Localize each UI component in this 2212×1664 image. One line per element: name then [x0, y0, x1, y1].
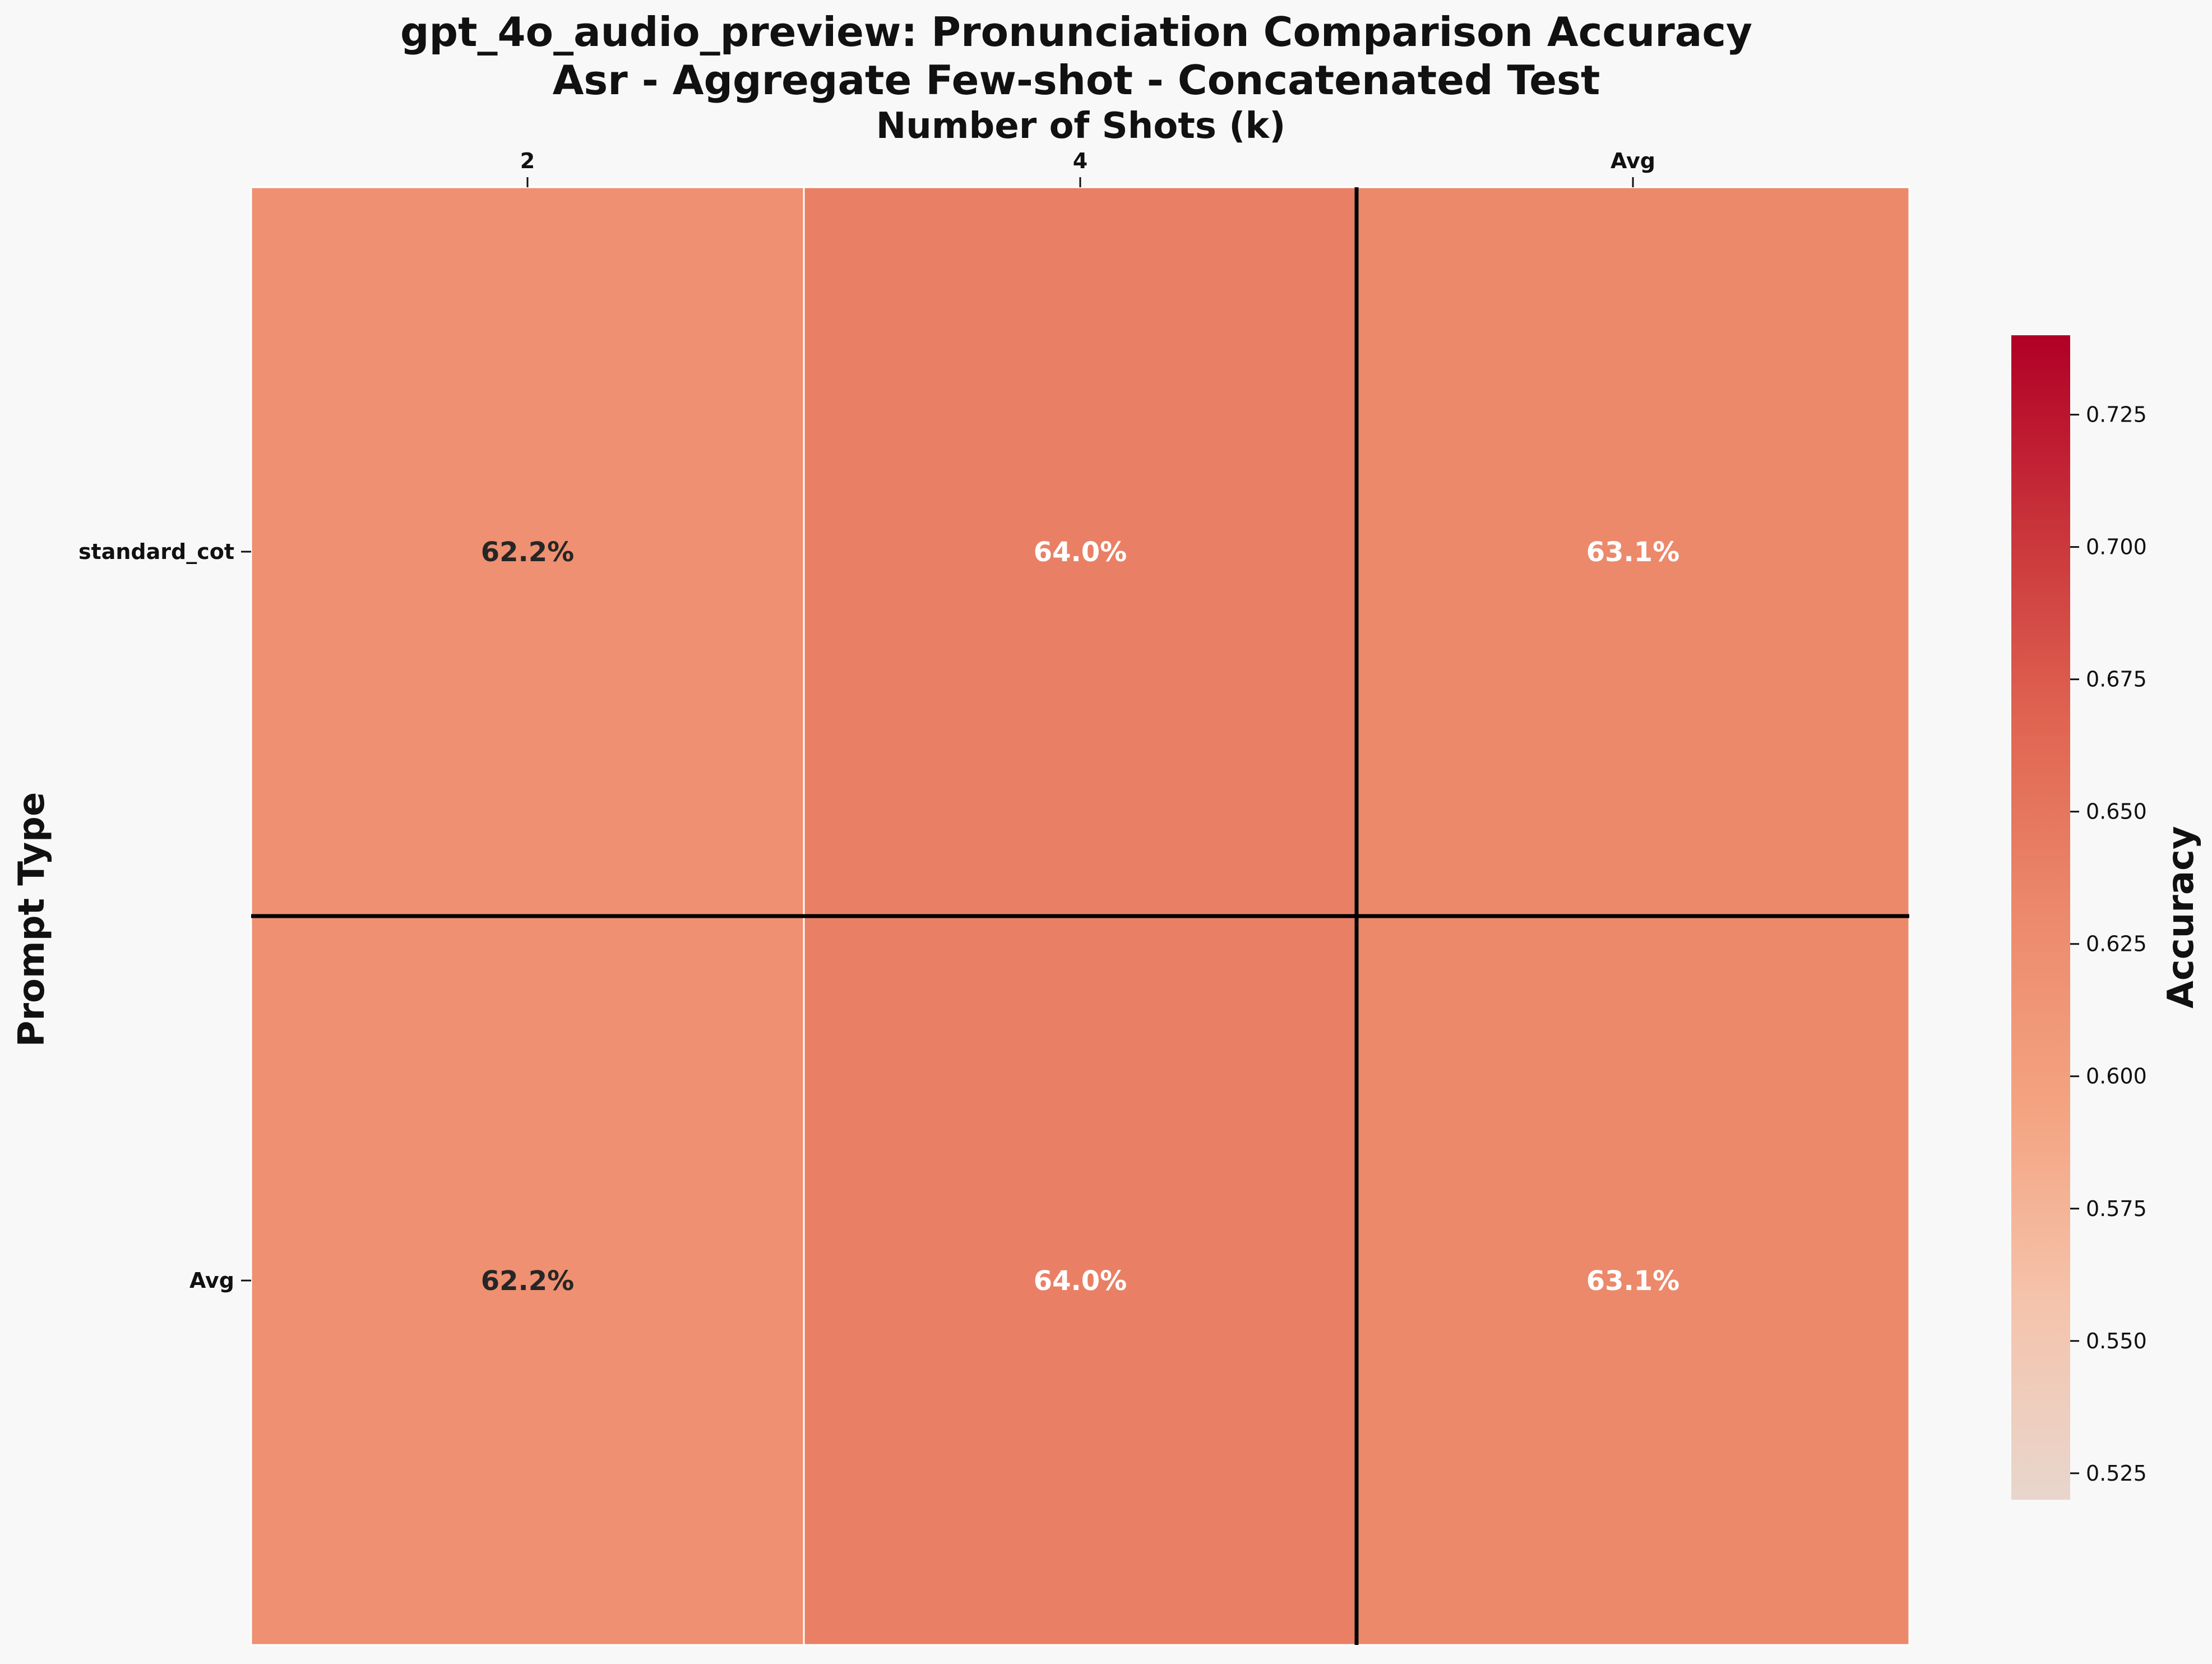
cell-value-label: 63.1%	[1586, 1265, 1680, 1297]
x-tick-label: 4	[1073, 149, 1088, 173]
heatmap-cell	[1355, 915, 1910, 1646]
cell-value-label: 63.1%	[1586, 537, 1680, 568]
colorbar-label: Accuracy	[2160, 826, 2202, 1008]
colorbar: 0.525 0.550 0.575 0.600 0.625 0.650 0.675 0.700…	[2011, 335, 2202, 1500]
x-tick-label: 2	[520, 149, 535, 173]
colorbar-tick-label: 0.675	[2086, 667, 2147, 692]
colorbar-tick-label: 0.525	[2086, 1461, 2147, 1486]
colorbar-tick-label: 0.700	[2086, 535, 2147, 560]
y-tick-label: standard_cot	[78, 539, 234, 564]
colorbar-ticks: 0.525 0.550 0.575 0.600 0.625 0.650 0.675 0.700…	[2070, 403, 2147, 1486]
heatmap-cell	[803, 915, 1358, 1646]
y-tick-label: Avg	[189, 1268, 234, 1293]
x-axis-ticks: 2 4 Avg	[520, 149, 1655, 187]
chart-title: gpt_4o_audio_preview: Pronunciation Comp…	[400, 8, 1752, 56]
colorbar-tick-label: 0.550	[2086, 1329, 2147, 1353]
chart-subtitle: Asr - Aggregate Few-shot - Concatenated …	[553, 57, 1600, 104]
x-tick-label: Avg	[1611, 149, 1655, 173]
y-axis-label: Prompt Type	[11, 792, 53, 1047]
colorbar-gradient	[2011, 335, 2070, 1500]
cell-value-label: 62.2%	[481, 537, 575, 568]
separator-lines	[251, 187, 1909, 1645]
cell-value-label: 62.2%	[481, 1265, 575, 1297]
heatmap-cell	[250, 915, 805, 1646]
cell-value-label: 64.0%	[1034, 1265, 1127, 1297]
colorbar-tick-label: 0.600	[2086, 1064, 2147, 1089]
colorbar-tick-label: 0.575	[2086, 1196, 2147, 1221]
heatmap-cells: 62.2% 64.0% 63.1% 62.2% 64.0% 63.1%	[250, 186, 1910, 1646]
heatmap-cell	[250, 186, 805, 917]
x-axis-label: Number of Shots (k)	[876, 105, 1286, 147]
colorbar-tick-label: 0.625	[2086, 932, 2147, 956]
y-axis-ticks: standard_cot Avg	[78, 539, 251, 1293]
cell-value-label: 64.0%	[1034, 537, 1127, 568]
colorbar-tick-label: 0.650	[2086, 799, 2147, 824]
heatmap-cell	[1355, 186, 1910, 917]
colorbar-tick-label: 0.725	[2086, 403, 2147, 427]
